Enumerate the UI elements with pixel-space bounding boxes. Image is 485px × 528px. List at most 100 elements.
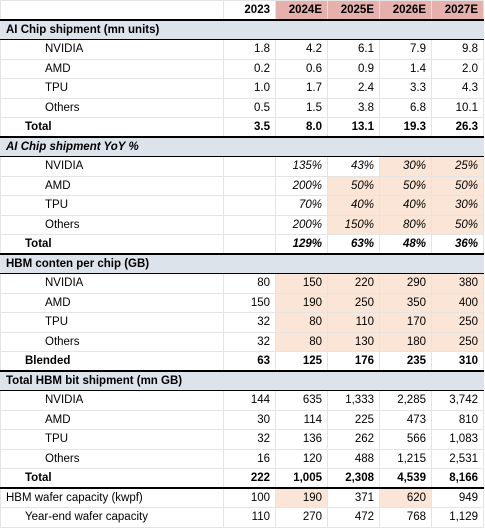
cell-value: 290 [379,273,432,294]
cell-value: 120 [275,448,328,469]
row-label: NVIDIA [0,390,224,411]
cell-value: 1.4 [379,58,432,79]
cell-value: 0.9 [327,58,380,79]
cell-value: 10.1 [431,97,484,118]
cell-value: 472 [327,507,380,528]
cell-value: 225 [327,409,380,430]
cell-value: 0.5 [223,97,276,118]
cell-value: 0.2 [223,58,276,79]
total-row: Total 222 1,005 2,308 4,539 8,166 [0,468,484,489]
total-row: Total 129% 63% 48% 36% [0,234,484,255]
cell-value [223,195,276,216]
year-header-2027e: 2027E [431,0,484,21]
cell-value: 3.3 [379,78,432,99]
row-label: NVIDIA [0,273,224,294]
total-value: 26.3 [431,117,484,138]
row-label: TPU [0,195,224,216]
cell-value: 150 [275,273,328,294]
row-label: Others [0,214,224,235]
total-value: 19.3 [379,117,432,138]
cell-value: 80% [379,214,432,235]
total-value: 310 [431,351,484,372]
cell-value: 810 [431,409,484,430]
cell-value: 635 [275,390,328,411]
table-row: NVIDIA 144 635 1,333 2,285 3,742 [0,390,484,411]
table-row: TPU 32 136 262 566 1,083 [0,429,484,450]
table-row: Others 32 80 130 180 250 [0,331,484,352]
cell-value: 114 [275,409,328,430]
total-value: 4,539 [379,468,432,489]
table-row: TPU 70% 40% 40% 30% [0,195,484,216]
year-header-2024e: 2024E [275,0,328,21]
total-value: 48% [379,234,432,255]
cell-value: 1,083 [431,429,484,450]
section-header-row: Total HBM bit shipment (mn GB) [0,370,484,391]
cell-value: 7.9 [379,39,432,60]
cell-value: 9.8 [431,39,484,60]
row-label: TPU [0,312,224,333]
cell-value: 200% [275,175,328,196]
cell-value: 170 [379,312,432,333]
section-title: AI Chip shipment YoY % [0,136,484,157]
cell-value: 250 [431,331,484,352]
cell-value: 16 [223,448,276,469]
cell-value: 180 [379,331,432,352]
cell-value: 220 [327,273,380,294]
year-header-2026e: 2026E [379,0,432,21]
total-value: 8,166 [431,468,484,489]
cell-value: 620 [379,487,432,508]
row-label: TPU [0,78,224,99]
cell-value: 768 [379,507,432,528]
cell-value: 80 [223,273,276,294]
table-row: AMD 150 190 250 350 400 [0,292,484,313]
table-row: NVIDIA 80 150 220 290 380 [0,273,484,294]
cell-value: 135% [275,156,328,177]
cell-value: 150 [223,292,276,313]
row-label: AMD [0,409,224,430]
total-label: Total [0,468,224,489]
cell-value: 80 [275,312,328,333]
row-label: Year-end wafer capacity [0,507,224,528]
cell-value: 250 [327,292,380,313]
cell-value: 40% [327,195,380,216]
cell-value: 270 [275,507,328,528]
total-value: 2,308 [327,468,380,489]
total-value: 125 [275,351,328,372]
cell-value: 50% [327,175,380,196]
cell-value: 371 [327,487,380,508]
total-row: Blended 63 125 176 235 310 [0,351,484,372]
table-row: AMD 0.2 0.6 0.9 1.4 2.0 [0,58,484,79]
cell-value: 50% [431,175,484,196]
cell-value: 30% [379,156,432,177]
section-header-row: AI Chip shipment (mn units) [0,19,484,40]
total-value: 63% [327,234,380,255]
cell-value: 473 [379,409,432,430]
header-blank-cell [0,0,224,21]
row-label: Others [0,97,224,118]
table-row: Others 16 120 488 1,215 2,531 [0,448,484,469]
total-value: 13.1 [327,117,380,138]
total-label: Total [0,234,224,255]
section-header-row: AI Chip shipment YoY % [0,136,484,157]
cell-value: 4.2 [275,39,328,60]
cell-value: 1,215 [379,448,432,469]
cell-value: 130 [327,331,380,352]
cell-value: 1.8 [223,39,276,60]
cell-value: 1.7 [275,78,328,99]
cell-value: 380 [431,273,484,294]
total-value: 63 [223,351,276,372]
capacity-row: Year-end wafer capacity 110 270 472 768 … [0,507,484,528]
section-title: HBM conten per chip (GB) [0,253,484,274]
cell-value: 190 [275,292,328,313]
cell-value [223,175,276,196]
total-value: 235 [379,351,432,372]
total-value: 222 [223,468,276,489]
cell-value: 70% [275,195,328,216]
cell-value: 488 [327,448,380,469]
cell-value: 3.8 [327,97,380,118]
total-value: 1,005 [275,468,328,489]
cell-value: 4.3 [431,78,484,99]
cell-value: 32 [223,331,276,352]
cell-value: 2,531 [431,448,484,469]
year-header-2023: 2023 [223,0,276,21]
